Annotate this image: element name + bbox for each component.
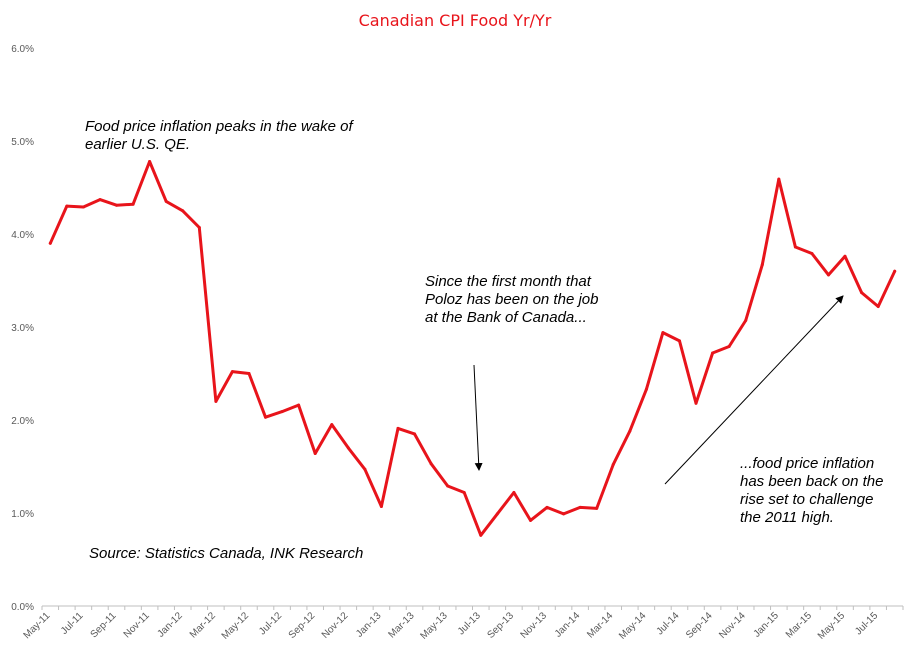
data-point — [479, 533, 483, 537]
data-point — [48, 241, 52, 245]
x-tick-label: Mar-14 — [585, 610, 615, 640]
data-point — [230, 370, 234, 374]
y-axis: 0.0% 1.0% 2.0% 3.0% 4.0% 5.0% 6.0% — [11, 44, 34, 613]
data-point — [694, 401, 698, 405]
data-point — [495, 512, 499, 516]
x-tick-label: Jan-14 — [553, 610, 583, 640]
series-line-0 — [48, 160, 897, 537]
data-point — [562, 512, 566, 516]
data-point — [777, 177, 781, 181]
y-tick-label: 3.0% — [11, 323, 34, 334]
data-point — [578, 505, 582, 509]
y-tick-label: 4.0% — [11, 230, 34, 241]
data-point — [529, 518, 532, 522]
data-point — [446, 484, 450, 488]
data-point — [330, 423, 334, 427]
data-point — [843, 254, 847, 258]
data-point — [711, 351, 715, 355]
x-axis: May-11 Jul-11 Sep-11 Nov-11 Jan-12 Mar-12 May-… — [22, 605, 904, 642]
data-point — [810, 252, 814, 255]
data-point — [131, 202, 135, 206]
data-point — [264, 415, 267, 419]
x-tick-label: Jul-11 — [59, 610, 86, 637]
data-point — [214, 399, 218, 403]
data-point — [379, 505, 383, 508]
y-tick-label: 0.0% — [11, 602, 34, 613]
x-tick-label: Mar-15 — [784, 610, 814, 640]
x-tick-label: Sep-14 — [684, 610, 715, 641]
y-tick-label: 5.0% — [11, 137, 34, 148]
data-point — [181, 209, 185, 213]
data-point — [413, 432, 416, 436]
data-point — [644, 387, 648, 391]
y-tick-label: 6.0% — [11, 44, 34, 55]
x-tick-label: May-15 — [816, 610, 848, 642]
source-note: Source: Statistics Canada, INK Research — [89, 545, 364, 562]
data-point — [545, 505, 549, 509]
data-point — [462, 491, 466, 494]
poloz-arrow — [473, 364, 483, 471]
x-tick-label: Jul-15 — [853, 610, 880, 637]
series-group — [48, 160, 897, 537]
rise-arrow — [664, 295, 844, 485]
x-tick-label: May-12 — [220, 610, 252, 642]
x-tick-label: Jan-13 — [354, 610, 384, 640]
data-point — [164, 199, 168, 203]
x-tick-label: Nov-14 — [717, 610, 748, 641]
data-point — [429, 462, 433, 466]
annotation-poloz: Since the first month that Poloz has bee… — [425, 273, 599, 326]
data-point — [148, 160, 152, 163]
data-point — [727, 345, 731, 348]
data-point — [876, 305, 880, 308]
y-tick-label: 1.0% — [11, 509, 34, 520]
data-point — [678, 339, 681, 343]
x-tick-label: Nov-13 — [519, 610, 550, 641]
data-point — [363, 467, 367, 471]
annotation-rise: ...food price inflation has been back on… — [740, 455, 884, 526]
x-tick-label: Jan-15 — [752, 610, 782, 640]
data-point — [512, 491, 516, 494]
x-tick-label: May-14 — [617, 610, 649, 642]
x-tick-label: Jan-12 — [155, 610, 185, 640]
data-point — [313, 452, 317, 455]
data-point — [98, 198, 102, 202]
data-point — [81, 205, 85, 209]
data-point — [628, 429, 632, 433]
data-point — [115, 203, 118, 207]
data-point — [827, 273, 830, 277]
x-tick-label: Jul-14 — [655, 610, 682, 637]
x-tick-label: Nov-12 — [320, 610, 351, 641]
data-point — [661, 331, 665, 335]
data-point — [396, 426, 400, 430]
x-tick-label: Nov-11 — [122, 610, 152, 640]
data-point — [744, 319, 748, 322]
data-point — [595, 506, 599, 510]
data-point — [760, 263, 764, 267]
x-tick-label: May-11 — [22, 610, 53, 641]
data-point — [793, 245, 797, 249]
data-point — [197, 226, 201, 229]
x-tick-label: Mar-12 — [188, 610, 218, 640]
annotation-qe: Food price inflation peaks in the wake o… — [85, 118, 353, 153]
x-tick-label: Jul-12 — [257, 610, 284, 637]
y-tick-label: 2.0% — [11, 416, 34, 427]
data-point — [893, 269, 897, 273]
chart-title: Canadian CPI Food Yr/Yr — [359, 11, 552, 30]
data-point — [65, 204, 69, 208]
data-point — [297, 403, 301, 407]
data-point — [280, 410, 284, 414]
data-point — [860, 291, 864, 295]
x-tick-label: Sep-13 — [485, 610, 516, 641]
data-point — [611, 463, 615, 467]
data-point — [346, 446, 350, 450]
x-tick-label: May-13 — [418, 610, 450, 642]
x-tick-label: Jul-13 — [456, 610, 483, 637]
data-point — [247, 372, 251, 375]
x-tick-label: Sep-11 — [89, 610, 119, 640]
x-tick-label: Mar-13 — [386, 610, 416, 640]
x-tick-label: Sep-12 — [287, 610, 318, 641]
